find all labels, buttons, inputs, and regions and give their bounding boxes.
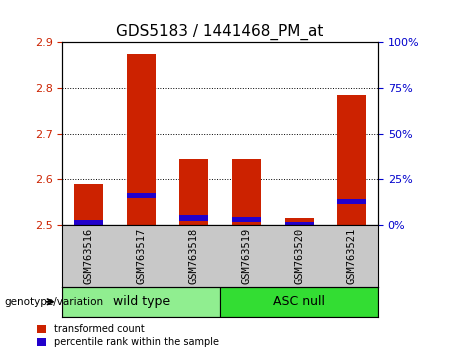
- Bar: [337, 199, 366, 204]
- Bar: [284, 222, 313, 227]
- Text: GSM763517: GSM763517: [136, 228, 146, 284]
- Bar: [74, 184, 103, 225]
- Bar: [179, 216, 208, 221]
- Legend: transformed count, percentile rank within the sample: transformed count, percentile rank withi…: [37, 325, 219, 347]
- Bar: [284, 218, 313, 225]
- Bar: [220, 287, 378, 317]
- Bar: [337, 95, 366, 225]
- Text: GSM763518: GSM763518: [189, 228, 199, 284]
- Bar: [179, 159, 208, 225]
- Text: GSM763520: GSM763520: [294, 228, 304, 284]
- Text: GSM763516: GSM763516: [83, 228, 94, 284]
- Text: genotype/variation: genotype/variation: [5, 297, 104, 307]
- Title: GDS5183 / 1441468_PM_at: GDS5183 / 1441468_PM_at: [117, 23, 324, 40]
- Text: GSM763519: GSM763519: [242, 228, 251, 284]
- Bar: [62, 287, 220, 317]
- Bar: [232, 217, 261, 222]
- Text: wild type: wild type: [112, 295, 170, 308]
- Bar: [127, 193, 156, 199]
- Bar: [232, 159, 261, 225]
- Bar: [74, 221, 103, 226]
- Bar: [127, 54, 156, 225]
- Text: ASC null: ASC null: [273, 295, 325, 308]
- Text: GSM763521: GSM763521: [347, 228, 357, 284]
